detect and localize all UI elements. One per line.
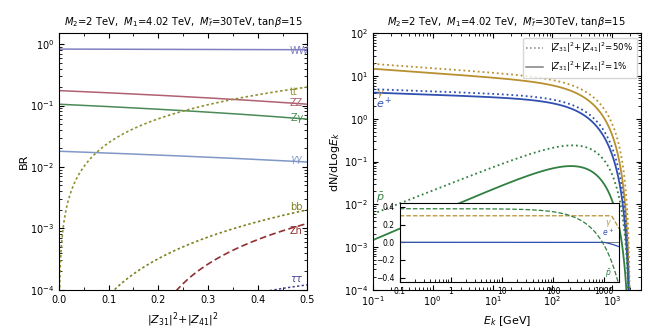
Text: WW: WW (290, 46, 309, 56)
Text: Z$\gamma$: Z$\gamma$ (290, 111, 305, 125)
Text: $\tau\tau$: $\tau\tau$ (290, 274, 303, 284)
Y-axis label: BR: BR (18, 154, 28, 169)
Text: $\gamma\gamma$: $\gamma\gamma$ (290, 154, 304, 166)
Text: ZZ: ZZ (290, 99, 303, 109)
X-axis label: $|Z_{31}|^2$+$|Z_{41}|^2$: $|Z_{31}|^2$+$|Z_{41}|^2$ (147, 310, 219, 329)
X-axis label: $E_k$ [GeV]: $E_k$ [GeV] (483, 314, 531, 328)
Title: $M_2$=2 TeV,  $M_1$=4.02 TeV,  $M_{\tilde{f}}$=30TeV, tan$\beta$=15: $M_2$=2 TeV, $M_1$=4.02 TeV, $M_{\tilde{… (387, 15, 627, 29)
Text: $\bar{p}$: $\bar{p}$ (377, 191, 385, 205)
Y-axis label: dN/dLog$E_k$: dN/dLog$E_k$ (328, 132, 342, 191)
Text: $\gamma$: $\gamma$ (377, 88, 385, 100)
Title: $M_2$=2 TeV,  $M_1$=4.02 TeV,  $M_{\tilde{f}}$=30TeV, tan$\beta$=15: $M_2$=2 TeV, $M_1$=4.02 TeV, $M_{\tilde{… (63, 15, 303, 29)
Text: tt: tt (290, 87, 298, 97)
Text: $e^+$: $e^+$ (377, 96, 393, 111)
Legend: $|Z_{31}|^2$+$|Z_{41}|^2$=50%, $|Z_{31}|^2$+$|Z_{41}|^2$=1%: $|Z_{31}|^2$+$|Z_{41}|^2$=50%, $|Z_{31}|… (523, 38, 636, 78)
Text: Zh: Zh (290, 226, 303, 236)
Text: bb: bb (290, 202, 303, 212)
